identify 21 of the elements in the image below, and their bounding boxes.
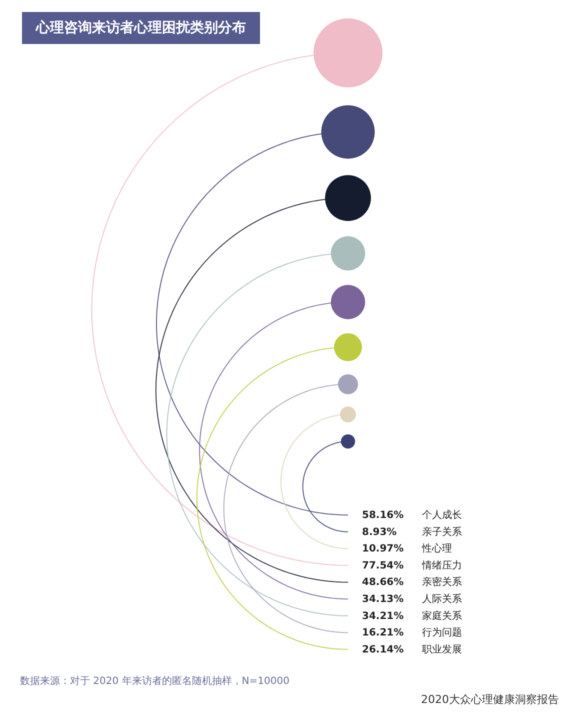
data-label: 26.14% <box>362 644 404 656</box>
data-label: 10.97% <box>362 544 404 555</box>
data-label: 34.21% <box>362 610 404 622</box>
data-label: 58.16% <box>362 510 404 521</box>
data-label: 34.13% <box>362 594 404 605</box>
category-label: 职业发展 <box>422 643 462 656</box>
data-label: 77.54% <box>362 560 404 572</box>
category-label: 个人成长 <box>422 509 462 521</box>
text: 2020大众心理健康洞察报告 <box>421 692 559 707</box>
source-note: 数据来源：对于 2020 年来访者的匿名随机抽样，N=10000 <box>20 674 290 688</box>
text: 心理咨询来访者心理困扰类别分布 <box>22 12 260 44</box>
category-label: 人际关系 <box>422 593 462 605</box>
category-label: 亲子关系 <box>422 526 462 538</box>
data-label: 16.21% <box>362 628 404 639</box>
category-label: 亲密关系 <box>422 576 462 588</box>
data-label: 48.66% <box>362 577 404 588</box>
category-label: 情绪压力 <box>421 559 462 572</box>
category-label: 行为问题 <box>422 626 462 639</box>
category-label: 性心理 <box>421 542 452 555</box>
category-label: 家庭关系 <box>422 610 462 622</box>
data-label: 8.93% <box>362 526 397 538</box>
